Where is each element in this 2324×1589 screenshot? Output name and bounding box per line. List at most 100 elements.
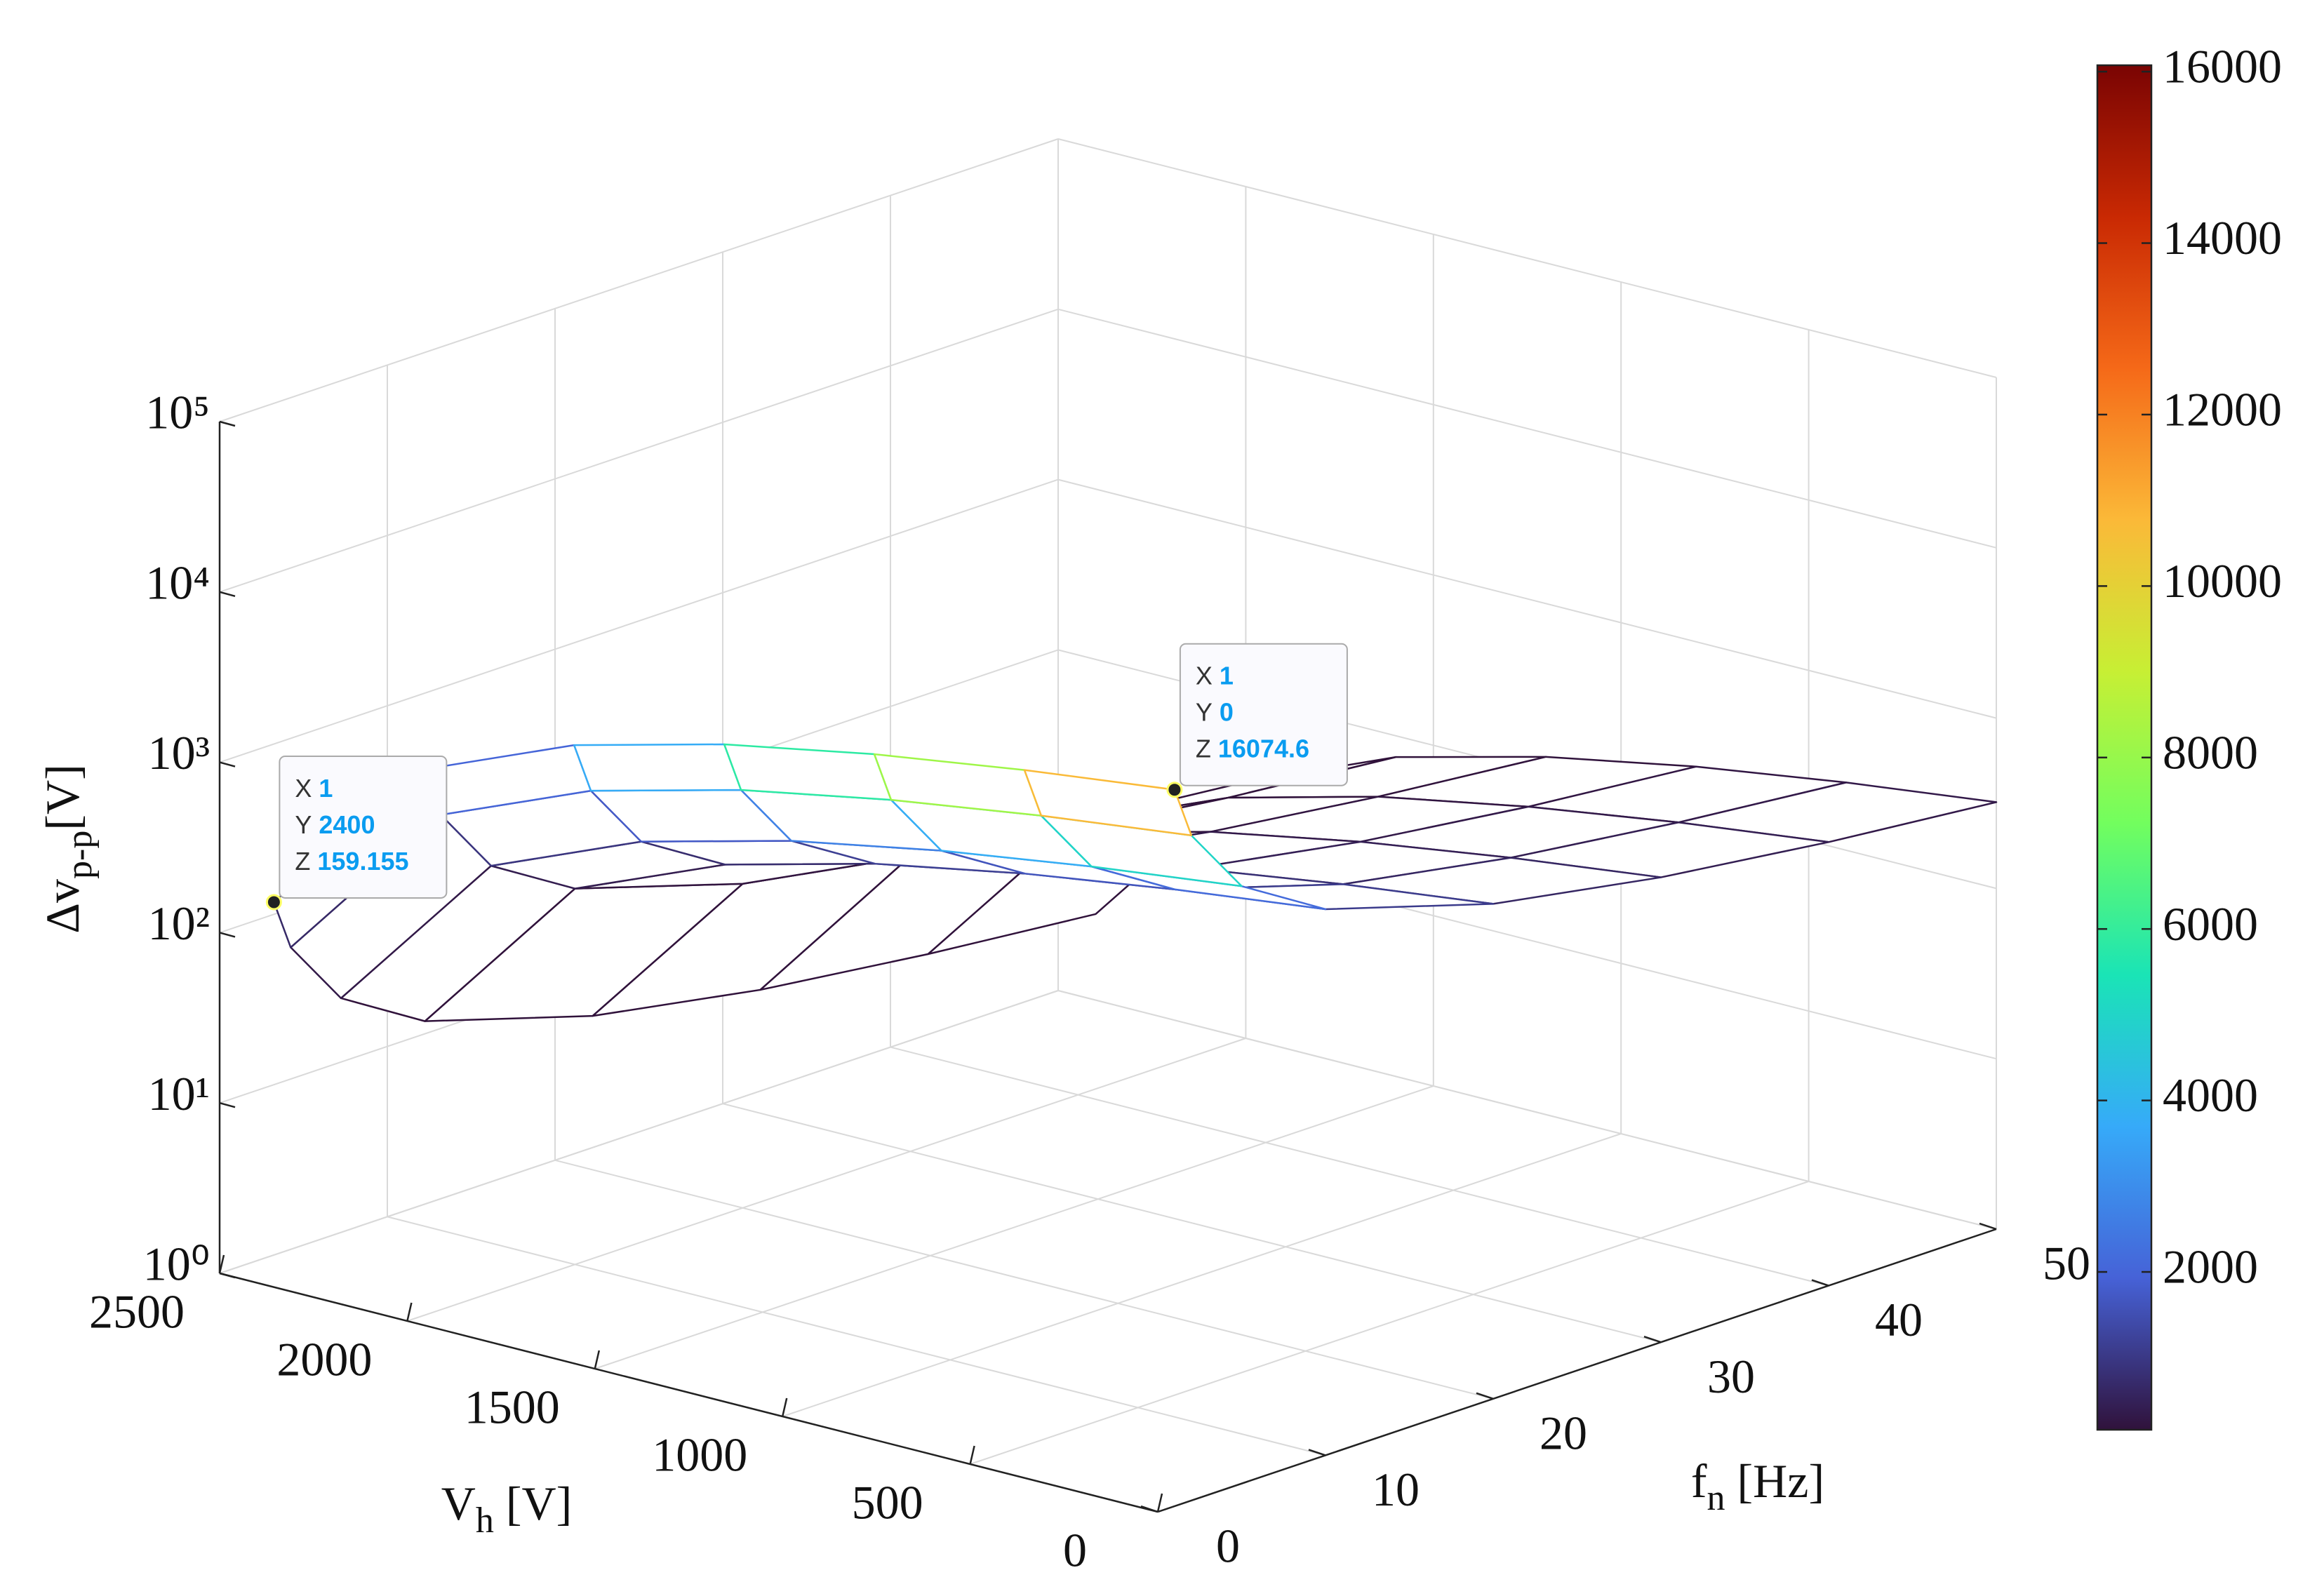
z-axis-label: Δvp-p[V] bbox=[36, 764, 100, 933]
mesh bbox=[273, 743, 1998, 1022]
colorbar-tick-label: 14000 bbox=[2163, 211, 2282, 264]
colorbar-tick-label: 10000 bbox=[2163, 554, 2282, 608]
x-axis-label-sub: n bbox=[1707, 1478, 1725, 1518]
y-tick bbox=[406, 1302, 413, 1322]
colorbar-tick-label: 2000 bbox=[2163, 1240, 2258, 1294]
x-axis-line bbox=[1157, 1228, 1997, 1513]
grid-line bbox=[219, 990, 1059, 1274]
z-axis-label-sub: p-p bbox=[60, 831, 100, 879]
x-tick-label: 50 bbox=[2043, 1237, 2090, 1290]
datatip-marker bbox=[265, 894, 282, 911]
grid-line bbox=[554, 1159, 1494, 1400]
datatip-field: Z bbox=[1196, 734, 1211, 763]
datatip-field: Z bbox=[295, 846, 310, 875]
y-tick-label: 1500 bbox=[465, 1381, 560, 1434]
x-tick-label: 40 bbox=[1875, 1293, 1923, 1346]
axes: 050010001500200025000102030405010⁰10¹10²… bbox=[36, 386, 2090, 1577]
x-tick bbox=[1308, 1449, 1326, 1456]
y-tick bbox=[781, 1397, 788, 1417]
grid-line bbox=[219, 308, 1059, 593]
z-tick-label: 10⁴ bbox=[145, 556, 210, 609]
colorbar-tick-label: 16000 bbox=[2163, 40, 2282, 93]
colorbar-tick-label: 4000 bbox=[2163, 1068, 2258, 1122]
y-tick-label: 500 bbox=[852, 1476, 923, 1529]
z-tick-label: 10¹ bbox=[148, 1067, 210, 1120]
z-tick bbox=[219, 591, 236, 598]
datatip-row: Z 16074.6 bbox=[1196, 734, 1309, 763]
y-axis-label-tail: [V] bbox=[494, 1477, 572, 1530]
z-tick-label: 10⁵ bbox=[145, 386, 210, 439]
mesh-cell bbox=[573, 743, 742, 792]
z-tick bbox=[219, 420, 236, 427]
x-tick bbox=[1811, 1279, 1829, 1287]
datatip-value: 2400 bbox=[319, 810, 375, 838]
grid-line bbox=[1057, 138, 1997, 378]
datatip-row: Y 2400 bbox=[295, 810, 375, 838]
y-axis-label: Vh [V] bbox=[441, 1477, 573, 1541]
datatip-field: Y bbox=[295, 810, 312, 838]
datatip: X 1Y 0Z 16074.6 bbox=[1166, 643, 1348, 798]
mesh-cell bbox=[1023, 769, 1193, 836]
x-tick-label: 20 bbox=[1540, 1406, 1587, 1459]
z-tick bbox=[219, 1272, 236, 1279]
grid-line bbox=[594, 1085, 1434, 1369]
z-axis-label-tail: [V] bbox=[36, 764, 89, 830]
y-axis-label-main: V bbox=[441, 1477, 476, 1530]
datatip-marker bbox=[1166, 782, 1183, 798]
y-tick bbox=[1156, 1493, 1163, 1513]
x-axis-label-main: f bbox=[1691, 1454, 1707, 1508]
datatip-box bbox=[1179, 643, 1348, 786]
colorbar: 2000 4000 6000 8000 10000 12000 14000 16000 bbox=[2096, 40, 2282, 1431]
colorbar-bar bbox=[2096, 64, 2153, 1431]
grid-line bbox=[1057, 478, 1997, 719]
grid-line bbox=[782, 1133, 1622, 1417]
z-tick-label: 10³ bbox=[148, 726, 210, 779]
x-axis-label-tail: [Hz] bbox=[1725, 1454, 1825, 1508]
grid-line bbox=[1057, 308, 1997, 549]
datatip-value: 1 bbox=[1220, 661, 1234, 690]
x-axis-label: fn [Hz] bbox=[1691, 1454, 1824, 1518]
grid-line bbox=[219, 478, 1059, 763]
x-tick-label: 30 bbox=[1707, 1350, 1755, 1403]
y-tick-label: 2500 bbox=[89, 1285, 185, 1339]
datatip-field: X bbox=[295, 773, 312, 802]
z-axis-label-main: Δv bbox=[36, 879, 89, 934]
x-tick bbox=[1979, 1222, 1997, 1231]
grid-line bbox=[890, 1046, 1829, 1287]
y-tick-label: 2000 bbox=[276, 1333, 372, 1386]
y-tick bbox=[594, 1350, 601, 1369]
y-tick bbox=[969, 1445, 975, 1465]
grid-line bbox=[1057, 990, 1997, 1230]
datatip-field: Y bbox=[1196, 697, 1213, 726]
z-tick bbox=[219, 761, 236, 767]
grid-line bbox=[970, 1181, 1809, 1465]
x-tick-label: 0 bbox=[1216, 1520, 1240, 1573]
x-tick-label: 10 bbox=[1372, 1463, 1420, 1516]
y-axis-label-sub: h bbox=[476, 1501, 494, 1541]
colorbar-tick-label: 12000 bbox=[2163, 383, 2282, 436]
datatip-field: X bbox=[1196, 661, 1213, 690]
grid-line bbox=[219, 138, 1059, 422]
z-tick-label: 10² bbox=[148, 897, 210, 950]
z-tick bbox=[219, 1101, 236, 1108]
datatip-value: 16074.6 bbox=[1218, 734, 1309, 763]
datatip-value: 0 bbox=[1220, 697, 1234, 726]
x-tick bbox=[1140, 1505, 1158, 1513]
datatip-value: 159.155 bbox=[317, 846, 408, 875]
datatip-box bbox=[279, 755, 448, 899]
y-tick bbox=[218, 1254, 225, 1274]
datatip-value: 1 bbox=[319, 773, 333, 802]
x-tick bbox=[1476, 1392, 1494, 1400]
grid-line bbox=[387, 1216, 1326, 1456]
grid-line bbox=[722, 1103, 1662, 1343]
z-tick bbox=[219, 932, 236, 938]
colorbar-tick-label: 6000 bbox=[2163, 897, 2258, 951]
y-axis-line bbox=[219, 1272, 1158, 1513]
